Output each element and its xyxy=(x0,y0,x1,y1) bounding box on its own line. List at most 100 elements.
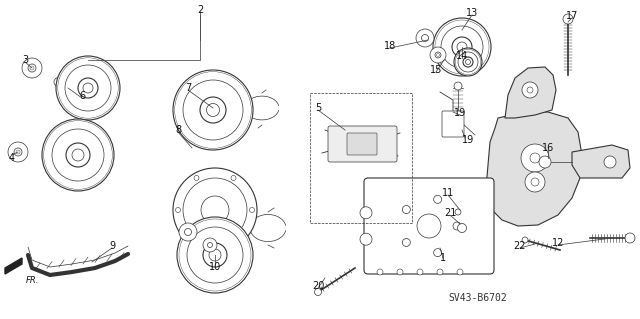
Text: 22: 22 xyxy=(514,241,526,251)
Text: 13: 13 xyxy=(466,8,478,18)
Circle shape xyxy=(437,22,487,72)
Circle shape xyxy=(45,122,111,188)
Circle shape xyxy=(183,80,243,140)
Circle shape xyxy=(360,207,372,219)
Circle shape xyxy=(422,34,429,41)
Text: 8: 8 xyxy=(175,125,181,135)
Text: 15: 15 xyxy=(430,65,442,75)
Circle shape xyxy=(80,80,84,84)
Circle shape xyxy=(203,238,217,252)
Circle shape xyxy=(183,178,247,242)
Circle shape xyxy=(14,148,22,156)
Circle shape xyxy=(437,269,443,275)
Circle shape xyxy=(522,82,538,98)
Circle shape xyxy=(604,156,616,168)
Circle shape xyxy=(457,269,463,275)
Circle shape xyxy=(416,29,434,47)
Text: 18: 18 xyxy=(384,41,396,51)
Circle shape xyxy=(63,63,113,113)
Circle shape xyxy=(60,60,116,116)
FancyBboxPatch shape xyxy=(328,126,397,162)
Circle shape xyxy=(207,242,212,248)
Text: 5: 5 xyxy=(315,103,321,113)
Circle shape xyxy=(452,37,472,57)
Circle shape xyxy=(436,54,440,56)
Circle shape xyxy=(209,249,221,261)
Circle shape xyxy=(181,78,244,142)
Circle shape xyxy=(66,143,90,167)
Circle shape xyxy=(435,52,441,58)
Polygon shape xyxy=(486,112,582,226)
Circle shape xyxy=(77,77,87,87)
Circle shape xyxy=(455,209,461,215)
Circle shape xyxy=(49,126,108,184)
Circle shape xyxy=(178,75,248,145)
Circle shape xyxy=(434,195,442,204)
Circle shape xyxy=(454,82,462,90)
Circle shape xyxy=(417,269,423,275)
Circle shape xyxy=(250,207,255,212)
Circle shape xyxy=(184,228,191,235)
Circle shape xyxy=(625,233,635,243)
Circle shape xyxy=(231,175,236,181)
Circle shape xyxy=(434,249,442,256)
Circle shape xyxy=(177,217,253,293)
Circle shape xyxy=(175,72,252,148)
Circle shape xyxy=(173,70,253,150)
Circle shape xyxy=(73,147,83,157)
FancyBboxPatch shape xyxy=(364,178,494,274)
Circle shape xyxy=(525,172,545,192)
Circle shape xyxy=(76,150,80,154)
Circle shape xyxy=(56,56,120,120)
Circle shape xyxy=(47,124,109,186)
Circle shape xyxy=(457,42,467,52)
Circle shape xyxy=(531,178,539,186)
Circle shape xyxy=(179,219,251,291)
Circle shape xyxy=(207,103,220,116)
Circle shape xyxy=(314,288,321,295)
Circle shape xyxy=(200,97,226,123)
Circle shape xyxy=(403,205,410,213)
Circle shape xyxy=(175,207,180,212)
Circle shape xyxy=(377,269,383,275)
Circle shape xyxy=(44,121,113,189)
Circle shape xyxy=(463,57,473,67)
Text: 19: 19 xyxy=(454,108,466,118)
Circle shape xyxy=(181,221,249,289)
Circle shape xyxy=(177,73,250,147)
Circle shape xyxy=(42,119,114,191)
Circle shape xyxy=(458,52,478,72)
Polygon shape xyxy=(505,67,556,118)
Polygon shape xyxy=(5,258,22,274)
Circle shape xyxy=(194,175,199,181)
Text: 17: 17 xyxy=(566,11,578,21)
Circle shape xyxy=(439,24,485,70)
Circle shape xyxy=(179,223,197,241)
Circle shape xyxy=(16,150,20,154)
Circle shape xyxy=(539,156,551,168)
Circle shape xyxy=(22,58,42,78)
Circle shape xyxy=(83,83,93,93)
Circle shape xyxy=(563,14,573,24)
Text: 7: 7 xyxy=(185,83,191,93)
FancyBboxPatch shape xyxy=(347,133,377,155)
Circle shape xyxy=(231,240,236,245)
Circle shape xyxy=(194,240,199,245)
Circle shape xyxy=(185,225,245,285)
Circle shape xyxy=(203,243,227,267)
Text: SV43-B6702: SV43-B6702 xyxy=(448,293,507,303)
Circle shape xyxy=(457,51,479,73)
Circle shape xyxy=(430,47,446,63)
Text: 19: 19 xyxy=(462,135,474,145)
Text: 12: 12 xyxy=(552,238,564,248)
Circle shape xyxy=(180,77,246,143)
Circle shape xyxy=(397,269,403,275)
Circle shape xyxy=(61,61,115,115)
Circle shape xyxy=(58,58,118,118)
Text: 4: 4 xyxy=(9,153,15,163)
Circle shape xyxy=(521,144,549,172)
Text: 6: 6 xyxy=(79,91,85,101)
Circle shape xyxy=(173,168,257,252)
Circle shape xyxy=(51,127,106,183)
Text: 21: 21 xyxy=(444,208,456,218)
